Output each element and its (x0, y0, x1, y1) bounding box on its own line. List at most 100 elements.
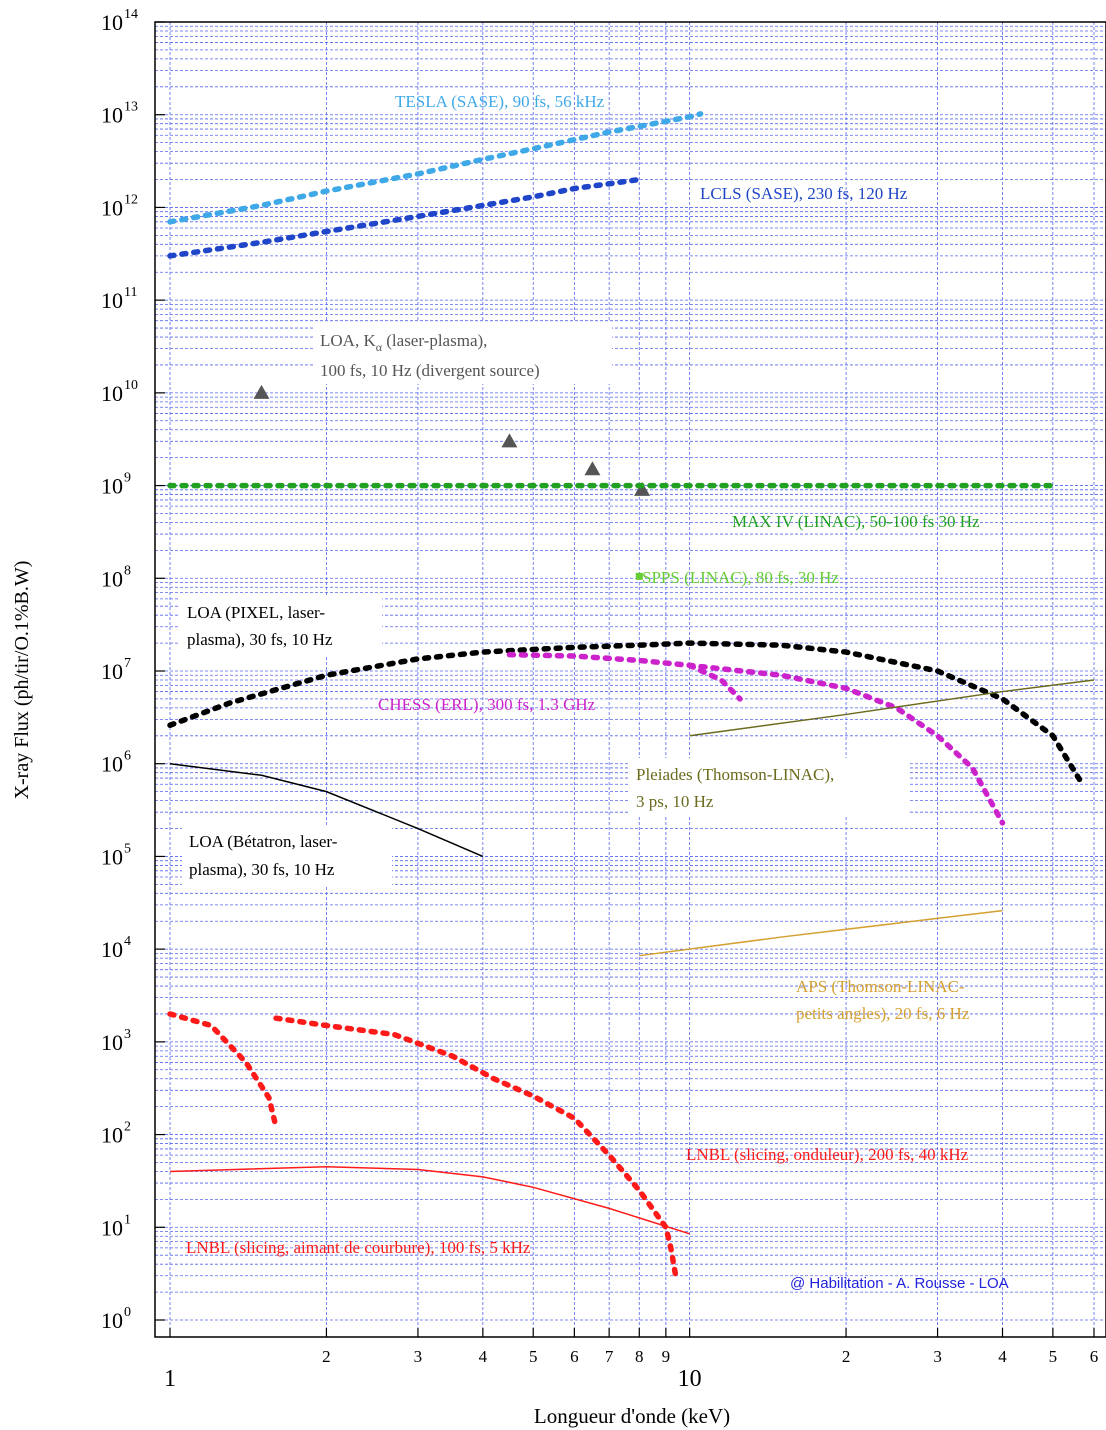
plot-frame (154, 21, 1106, 1338)
series-line (689, 679, 1095, 737)
label-loa-kalpha-2: 100 fs, 10 Hz (divergent source) (320, 361, 540, 380)
label-lnbl-aimant: LNBL (slicing, aimant de courbure), 100 … (186, 1238, 531, 1257)
series-11 (273, 1015, 679, 1279)
series-dots (167, 1011, 279, 1130)
label-maxiv: MAX IV (LINAC), 50-100 fs 30 Hz (732, 512, 980, 531)
label-loa-kalpha-1: LOA, Kα (laser-plasma), (320, 331, 487, 354)
label-tesla: TESLA (SASE), 90 fs, 56 kHz (395, 92, 605, 111)
grid (155, 22, 1106, 1337)
series-9 (169, 762, 484, 858)
series-12 (167, 1011, 279, 1130)
series-dots (273, 1015, 679, 1279)
y-tick-label: 10 (101, 659, 123, 684)
label-aps-2: petits angles), 20 fs, 6 Hz (796, 1004, 970, 1023)
y-tick-exponent: 6 (124, 749, 131, 764)
y-tick-exponent: 2 (124, 1120, 131, 1135)
y-tick-exponent: 9 (124, 471, 131, 486)
square-marker (635, 572, 643, 580)
y-tick-label: 10 (101, 844, 123, 869)
series-13 (169, 1165, 690, 1235)
series-dots (167, 111, 704, 225)
series-7 (686, 662, 743, 702)
y-tick-exponent: 0 (124, 1305, 131, 1320)
y-tick-exponent: 8 (124, 563, 131, 578)
x-tick-label: 5 (529, 1347, 538, 1366)
label-betatron-2: plasma), 30 fs, 10 Hz (189, 860, 335, 879)
series-6 (506, 651, 1006, 826)
y-tick-label: 10 (101, 288, 123, 313)
y-tick-exponent: 5 (124, 841, 131, 856)
y-tick-exponent: 12 (124, 192, 138, 207)
y-tick-label: 10 (101, 381, 123, 406)
y-tick-label: 10 (101, 1123, 123, 1148)
y-tick-label: 10 (101, 195, 123, 220)
x-axis-ticks: 1 2 3 4 5 6 7 8 9 10 2 3 4 5 6 (164, 1328, 1098, 1392)
label-pixel-1: LOA (PIXEL, laser- (187, 603, 325, 622)
y-tick-exponent: 10 (124, 378, 138, 393)
x-tick-label: 8 (635, 1347, 644, 1366)
x-tick-label: 10 (678, 1366, 702, 1392)
y-tick-label: 10 (101, 752, 123, 777)
x-tick-label: 5 (1049, 1347, 1058, 1366)
label-box-loa-kalpha (315, 322, 612, 384)
y-tick-label: 10 (101, 10, 123, 35)
x-tick-label: 3 (933, 1347, 942, 1366)
series-line (639, 909, 1003, 957)
label-chess: CHESS (ERL), 300 fs, 1.3 GHz (378, 695, 596, 714)
y-tick-exponent: 13 (124, 100, 138, 115)
series-4 (635, 572, 643, 580)
series-line (169, 1165, 690, 1235)
triangle-marker (584, 461, 601, 476)
y-tick-label: 10 (101, 103, 123, 128)
label-aps-1: APS (Thomson-LINAC- (796, 977, 965, 996)
x-tick-label: 4 (479, 1347, 488, 1366)
y-tick-label: 10 (101, 1215, 123, 1240)
series-1 (167, 176, 643, 259)
label-box-pixel (180, 596, 382, 656)
series-line (169, 762, 484, 858)
x-tick-label: 1 (164, 1366, 176, 1392)
y-tick-exponent: 7 (124, 656, 131, 671)
series-dots (167, 640, 1086, 788)
y-tick-exponent: 1 (124, 1212, 131, 1227)
x-tick-label: 4 (998, 1347, 1007, 1366)
x-tick-label: 3 (414, 1347, 423, 1366)
y-tick-exponent: 3 (124, 1027, 131, 1042)
x-tick-label: 7 (605, 1347, 614, 1366)
series-dots (686, 662, 743, 702)
label-box-betatron (182, 825, 392, 885)
series-8 (689, 679, 1095, 737)
series-dots (167, 176, 643, 259)
x-tick-label: 6 (1090, 1347, 1099, 1366)
y-tick-label: 10 (101, 474, 123, 499)
y-tick-label: 10 (101, 1030, 123, 1055)
label-lnbl-onduleur: LNBL (slicing, onduleur), 200 fs, 40 kHz (686, 1145, 969, 1164)
label-lcls: LCLS (SASE), 230 fs, 120 Hz (700, 184, 908, 203)
triangle-marker (501, 433, 518, 448)
y-axis-label: X-ray Flux (ph/tir/O.1%B.W) (11, 561, 33, 800)
label-betatron-1: LOA (Bétatron, laser- (189, 832, 338, 851)
label-box-pleiades (628, 758, 908, 816)
y-tick-label: 10 (101, 937, 123, 962)
label-pixel-2: plasma), 30 fs, 10 Hz (187, 630, 333, 649)
x-tick-label: 9 (662, 1347, 671, 1366)
series-2 (253, 384, 651, 496)
triangle-marker (634, 481, 651, 496)
series-0 (167, 111, 704, 225)
series-5 (167, 640, 1086, 788)
x-tick-label: 2 (322, 1347, 331, 1366)
y-tick-exponent: 4 (124, 934, 131, 949)
x-tick-label: 6 (570, 1347, 579, 1366)
series-10 (639, 909, 1003, 957)
x-axis-label: Longueur d'onde (keV) (534, 1404, 730, 1428)
label-pleiades-2: 3 ps, 10 Hz (636, 792, 714, 811)
x-tick-label: 2 (842, 1347, 851, 1366)
label-spps: SPPS (LINAC), 80 fs, 30 Hz (642, 568, 839, 587)
credit-watermark: @ Habilitation - A. Rousse - LOA (790, 1275, 1009, 1292)
y-tick-label: 10 (101, 566, 123, 591)
y-tick-exponent: 14 (124, 7, 138, 22)
y-tick-exponent: 11 (124, 285, 137, 300)
label-pleiades-1: Pleiades (Thomson-LINAC), (636, 765, 834, 784)
